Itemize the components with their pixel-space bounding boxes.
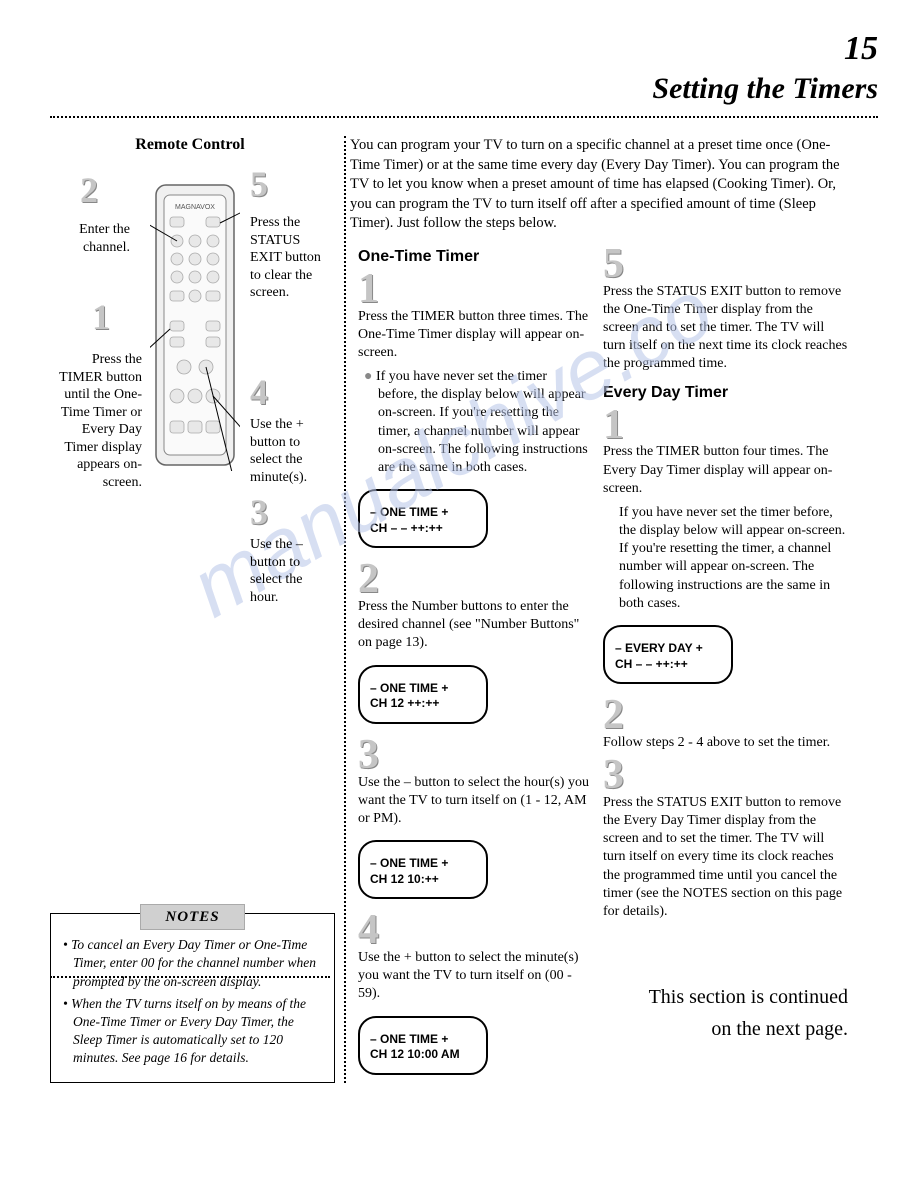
remote-diagram: MAGNAVOX [50, 166, 330, 636]
ot-step4-text: Use the + button to select the minute(s)… [358, 949, 589, 1004]
callout-1-num: 1 [92, 301, 110, 333]
callout-4-text: Use the + button to select the minute(s)… [250, 416, 330, 486]
ed-step3-num: 3 [603, 758, 848, 794]
ot-step1-num: 1 [358, 272, 589, 308]
ed-step1-num: 1 [603, 408, 848, 444]
ot-step3-num: 3 [358, 738, 589, 774]
ot-step1-text: Press the TIMER button three times. The … [358, 308, 589, 363]
ot-step5-num: 5 [603, 247, 848, 283]
column-onetime: You can program your TV to turn on a spe… [344, 136, 589, 1083]
ot-display-4: – ONE TIME + CH 12 10:00 AM [358, 1016, 488, 1075]
intro-text: You can program your TV to turn on a spe… [350, 136, 860, 234]
ed-step3-text: Press the STATUS EXIT button to remove t… [603, 794, 848, 921]
ot-step4-num: 4 [358, 913, 589, 949]
ed-step1-text: Press the TIMER button four times. The E… [603, 443, 848, 498]
callout-2-num: 2 [80, 174, 98, 206]
continued-note: This section is continued on the next pa… [603, 981, 848, 1045]
page-title: Setting the Timers [50, 72, 878, 106]
remote-control-heading: Remote Control [50, 136, 330, 154]
ot-display-3: – ONE TIME + CH 12 10:++ [358, 840, 488, 899]
callout-5-num: 5 [250, 168, 268, 200]
note-item-1: To cancel an Every Day Timer or One-Time… [73, 936, 324, 991]
column-everyday: 5 Press the STATUS EXIT button to remove… [603, 136, 848, 1083]
notes-box: NOTES To cancel an Every Day Timer or On… [50, 913, 335, 1083]
ot-step5-text: Press the STATUS EXIT button to remove t… [603, 283, 848, 374]
divider [50, 116, 878, 118]
ot-display-1: – ONE TIME + CH – – ++:++ [358, 489, 488, 548]
ed-step1-bullet: If you have never set the timer before, … [603, 504, 848, 613]
notes-title: NOTES [140, 904, 244, 930]
one-time-heading: One-Time Timer [358, 248, 589, 266]
column-remote: Remote Control MAGNAVOX [50, 136, 330, 1083]
content-columns: Remote Control MAGNAVOX [50, 136, 878, 1083]
remote-brand-label: MAGNAVOX [175, 204, 215, 211]
note-item-2: When the TV turns itself on by means of … [73, 995, 324, 1068]
callout-4-num: 4 [250, 376, 268, 408]
ot-step2-text: Press the Number buttons to enter the de… [358, 598, 589, 653]
ot-step1-bullet: If you have never set the timer before, … [358, 368, 589, 477]
ed-step2-text: Follow steps 2 - 4 above to set the time… [603, 734, 848, 752]
ot-step3-text: Use the – button to select the hour(s) y… [358, 774, 589, 829]
remote-illustration: MAGNAVOX [150, 181, 240, 471]
callout-3-num: 3 [250, 496, 268, 528]
ot-display-2: – ONE TIME + CH 12 ++:++ [358, 665, 488, 724]
callout-1-text: Press the TIMER button until the One-Tim… [50, 351, 142, 491]
callout-3-text: Use the – button to select the hour. [250, 536, 330, 606]
callout-2-text: Enter the channel. [50, 221, 130, 256]
callout-5-text: Press the STATUS EXIT button to clear th… [250, 214, 330, 302]
ed-step2-num: 2 [603, 698, 848, 734]
ed-display-1: – EVERY DAY + CH – – ++:++ [603, 625, 733, 684]
ot-step2-num: 2 [358, 562, 589, 598]
page-number: 15 [50, 30, 878, 68]
every-day-heading: Every Day Timer [603, 384, 848, 402]
